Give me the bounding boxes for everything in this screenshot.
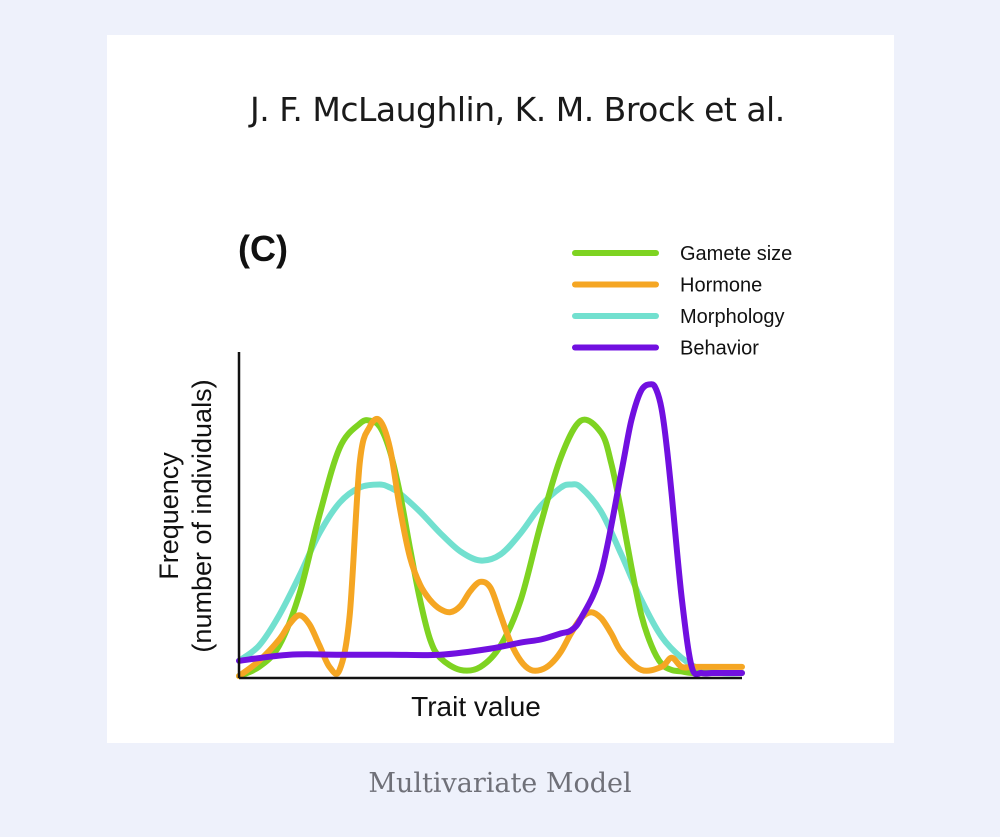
curve-layer xyxy=(236,381,745,679)
figure-caption: Multivariate Model xyxy=(368,768,632,799)
legend: Gamete size Hormone Morphology Behavior xyxy=(572,243,792,360)
legend-label-behavior: Behavior xyxy=(680,338,759,360)
legend-label-morphology: Morphology xyxy=(680,306,785,328)
x-axis-label: Trait value xyxy=(411,691,541,722)
author-line: J. F. McLaughlin, K. M. Brock et al. xyxy=(250,90,785,129)
y-axis-label-line-1: Frequency xyxy=(154,452,184,580)
series-line-hormone xyxy=(236,416,745,679)
series-line-gamete-size xyxy=(236,416,745,679)
y-axis-label-line-2: (number of individuals) xyxy=(187,379,217,652)
series-line-morphology xyxy=(236,481,745,677)
legend-label-gamete-size: Gamete size xyxy=(680,243,792,265)
legend-label-hormone: Hormone xyxy=(680,275,762,297)
series-line-behavior xyxy=(236,381,745,678)
panel-label: (C) xyxy=(238,228,288,269)
y-axis-label: Frequency (number of individuals) xyxy=(154,379,217,652)
